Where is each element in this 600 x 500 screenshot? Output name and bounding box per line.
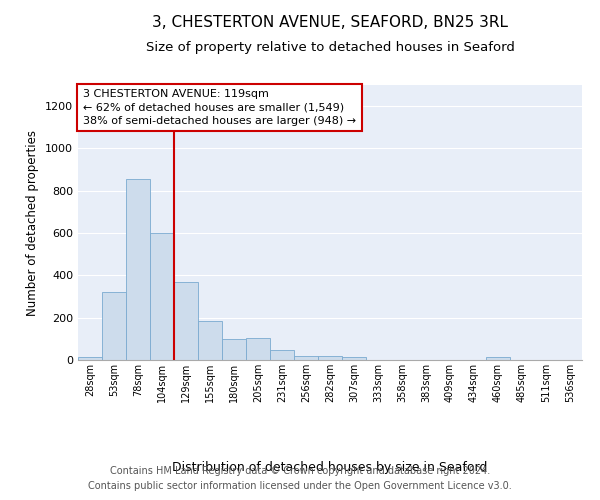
Bar — [126, 179, 150, 360]
Bar — [246, 338, 270, 360]
Y-axis label: Number of detached properties: Number of detached properties — [26, 130, 40, 316]
Bar — [342, 356, 366, 360]
Bar — [294, 356, 318, 360]
Bar — [222, 339, 246, 360]
Bar — [198, 321, 222, 360]
Bar — [150, 233, 174, 360]
Bar — [102, 292, 126, 360]
Bar — [78, 357, 102, 360]
Text: 3 CHESTERTON AVENUE: 119sqm
← 62% of detached houses are smaller (1,549)
38% of : 3 CHESTERTON AVENUE: 119sqm ← 62% of det… — [83, 89, 356, 126]
Text: Contains HM Land Registry data © Crown copyright and database right 2024.
Contai: Contains HM Land Registry data © Crown c… — [88, 466, 512, 491]
Bar — [174, 282, 198, 360]
Bar — [486, 358, 510, 360]
Text: 3, CHESTERTON AVENUE, SEAFORD, BN25 3RL: 3, CHESTERTON AVENUE, SEAFORD, BN25 3RL — [152, 15, 508, 30]
Bar — [270, 350, 294, 360]
Bar — [318, 356, 342, 360]
Text: Size of property relative to detached houses in Seaford: Size of property relative to detached ho… — [146, 41, 514, 54]
Text: Distribution of detached houses by size in Seaford: Distribution of detached houses by size … — [172, 461, 488, 474]
